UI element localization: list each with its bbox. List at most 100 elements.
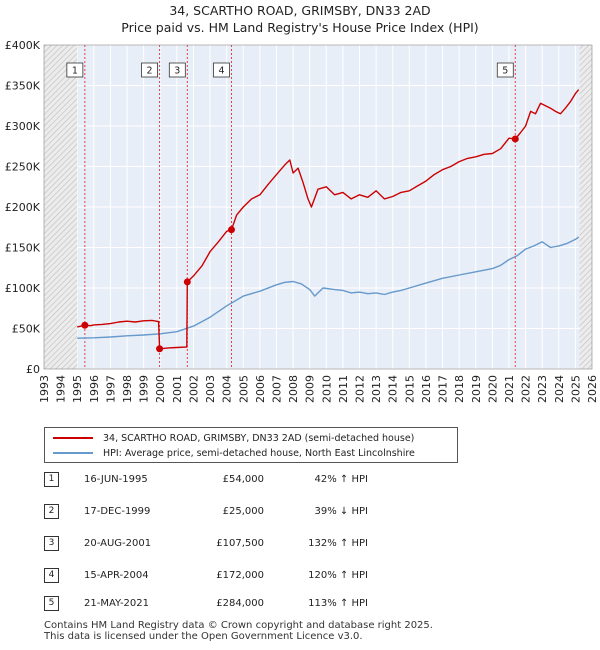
footer: Contains HM Land Registry data © Crown c… — [44, 620, 433, 642]
x-tick-label: 2008 — [287, 375, 300, 403]
sale-point — [511, 135, 519, 143]
sale-point — [81, 321, 89, 329]
x-tick-label: 1996 — [88, 375, 101, 403]
legend-swatch-property — [53, 437, 93, 439]
x-tick-label: 1993 — [38, 375, 51, 403]
sale-price: £284,000 — [216, 598, 264, 609]
x-tick-label: 2003 — [204, 375, 217, 403]
y-tick-label: £100K — [5, 282, 41, 295]
x-tick-label: 2009 — [304, 375, 317, 403]
x-tick-label: 1998 — [121, 375, 134, 403]
legend-label-hpi: HPI: Average price, semi-detached house,… — [103, 447, 415, 459]
sale-label-box — [66, 62, 84, 78]
sale-label-number: 5 — [502, 66, 508, 77]
sale-label-number: 3 — [174, 66, 180, 77]
sale-point — [156, 345, 164, 353]
sale-hpi-change: 42% ↑ HPI — [314, 474, 368, 485]
table-row: 2 17-DEC-1999 £25,000 39% ↓ HPI — [44, 504, 404, 520]
y-tick-label: £300K — [5, 120, 41, 133]
y-tick-label: £50K — [12, 323, 41, 336]
sale-price: £25,000 — [222, 506, 264, 517]
table-row: 1 16-JUN-1995 £54,000 42% ↑ HPI — [44, 472, 404, 488]
hpi-line — [77, 236, 580, 339]
x-tick-label: 2013 — [370, 375, 383, 403]
sale-price: £107,500 — [216, 538, 264, 549]
sale-label-number: 4 — [218, 66, 224, 77]
chart-title-block: 34, SCARTHO ROAD, GRIMSBY, DN33 2AD Pric… — [0, 2, 600, 36]
legend-item-hpi: HPI: Average price, semi-detached house,… — [53, 446, 415, 460]
sale-price: £172,000 — [216, 570, 264, 581]
sale-hpi-change: 39% ↓ HPI — [314, 506, 368, 517]
legend-swatch-hpi — [53, 452, 93, 454]
legend-label-property: 34, SCARTHO ROAD, GRIMSBY, DN33 2AD (sem… — [103, 432, 415, 444]
plot-border — [43, 44, 593, 370]
x-tick-label: 2015 — [403, 375, 416, 403]
x-tick-label: 2019 — [470, 375, 483, 403]
x-tick-label: 2000 — [154, 375, 167, 403]
x-tick-label: 2004 — [221, 375, 234, 403]
x-tick-label: 2016 — [420, 375, 433, 403]
sale-number-badge: 4 — [44, 568, 59, 583]
x-tick-label: 2010 — [320, 375, 333, 403]
y-tick-label: £350K — [5, 80, 41, 93]
x-tick-label: 2022 — [520, 375, 533, 403]
sale-number-badge: 1 — [44, 472, 59, 487]
x-tick-label: 2002 — [187, 375, 200, 403]
x-tick-label: 2025 — [569, 375, 582, 403]
sale-label-number: 2 — [147, 66, 153, 77]
x-tick-label: 2017 — [437, 375, 450, 403]
y-tick-label: £250K — [5, 161, 41, 174]
x-tick-label: 2018 — [453, 375, 466, 403]
sale-point — [227, 226, 235, 234]
x-tick-label: 2007 — [270, 375, 283, 403]
x-tick-label: 2023 — [536, 375, 549, 403]
sale-date: 16-JUN-1995 — [84, 474, 148, 485]
chart-title: 34, SCARTHO ROAD, GRIMSBY, DN33 2AD — [169, 3, 431, 18]
x-tick-label: 2026 — [586, 375, 599, 403]
sale-date: 21-MAY-2021 — [84, 598, 150, 609]
x-tick-label: 1997 — [104, 375, 117, 403]
x-tick-label: 2024 — [553, 375, 566, 403]
x-tick-label: 1995 — [71, 375, 84, 403]
sale-date: 20-AUG-2001 — [84, 538, 152, 549]
y-tick-label: £150K — [5, 242, 41, 255]
hatched-region — [579, 45, 592, 369]
legend: 34, SCARTHO ROAD, GRIMSBY, DN33 2AD (sem… — [44, 427, 458, 463]
hatched-region — [44, 45, 78, 369]
table-row: 4 15-APR-2004 £172,000 120% ↑ HPI — [44, 568, 404, 584]
sale-number-badge: 3 — [44, 536, 59, 551]
x-tick-label: 1994 — [55, 375, 68, 403]
legend-item-property: 34, SCARTHO ROAD, GRIMSBY, DN33 2AD (sem… — [53, 431, 414, 445]
sale-label-box — [168, 62, 186, 78]
sale-price: £54,000 — [222, 474, 264, 485]
x-tick-label: 2005 — [237, 375, 250, 403]
x-tick-label: 2021 — [503, 375, 516, 403]
price-chart: 1 2 3 4 5 1993 1994 1995 1996 1997 1998 1999 2000 20… — [5, 39, 599, 403]
sale-label-box — [213, 62, 230, 78]
sale-hpi-change: 120% ↑ HPI — [308, 570, 368, 581]
x-tick-label: 2011 — [337, 375, 350, 403]
x-tick-label: 2006 — [254, 375, 267, 403]
sale-number-badge: 5 — [44, 596, 59, 611]
x-tick-label: 2020 — [486, 375, 499, 403]
y-tick-label: £200K — [5, 201, 41, 214]
y-tick-label: £0 — [26, 363, 40, 376]
footer-copyright: Contains HM Land Registry data © Crown c… — [44, 620, 433, 631]
table-row: 5 21-MAY-2021 £284,000 113% ↑ HPI — [44, 596, 404, 612]
table-row: 3 20-AUG-2001 £107,500 132% ↑ HPI — [44, 536, 404, 552]
sale-label-box — [141, 62, 158, 78]
footer-licence: This data is licensed under the Open Gov… — [44, 631, 363, 642]
sale-label-box — [496, 62, 514, 78]
chart-subtitle: Price paid vs. HM Land Registry's House … — [121, 20, 479, 35]
sale-date: 17-DEC-1999 — [84, 506, 151, 517]
x-tick-label: 1999 — [138, 375, 151, 403]
sale-label-number: 1 — [72, 66, 78, 77]
sale-hpi-change: 113% ↑ HPI — [308, 598, 368, 609]
x-tick-label: 2012 — [354, 375, 367, 403]
sale-date: 15-APR-2004 — [84, 570, 149, 581]
sale-hpi-change: 132% ↑ HPI — [308, 538, 368, 549]
sale-point — [183, 278, 191, 286]
sale-number-badge: 2 — [44, 504, 59, 519]
y-tick-label: £400K — [5, 39, 41, 52]
x-tick-label: 2001 — [171, 375, 184, 403]
